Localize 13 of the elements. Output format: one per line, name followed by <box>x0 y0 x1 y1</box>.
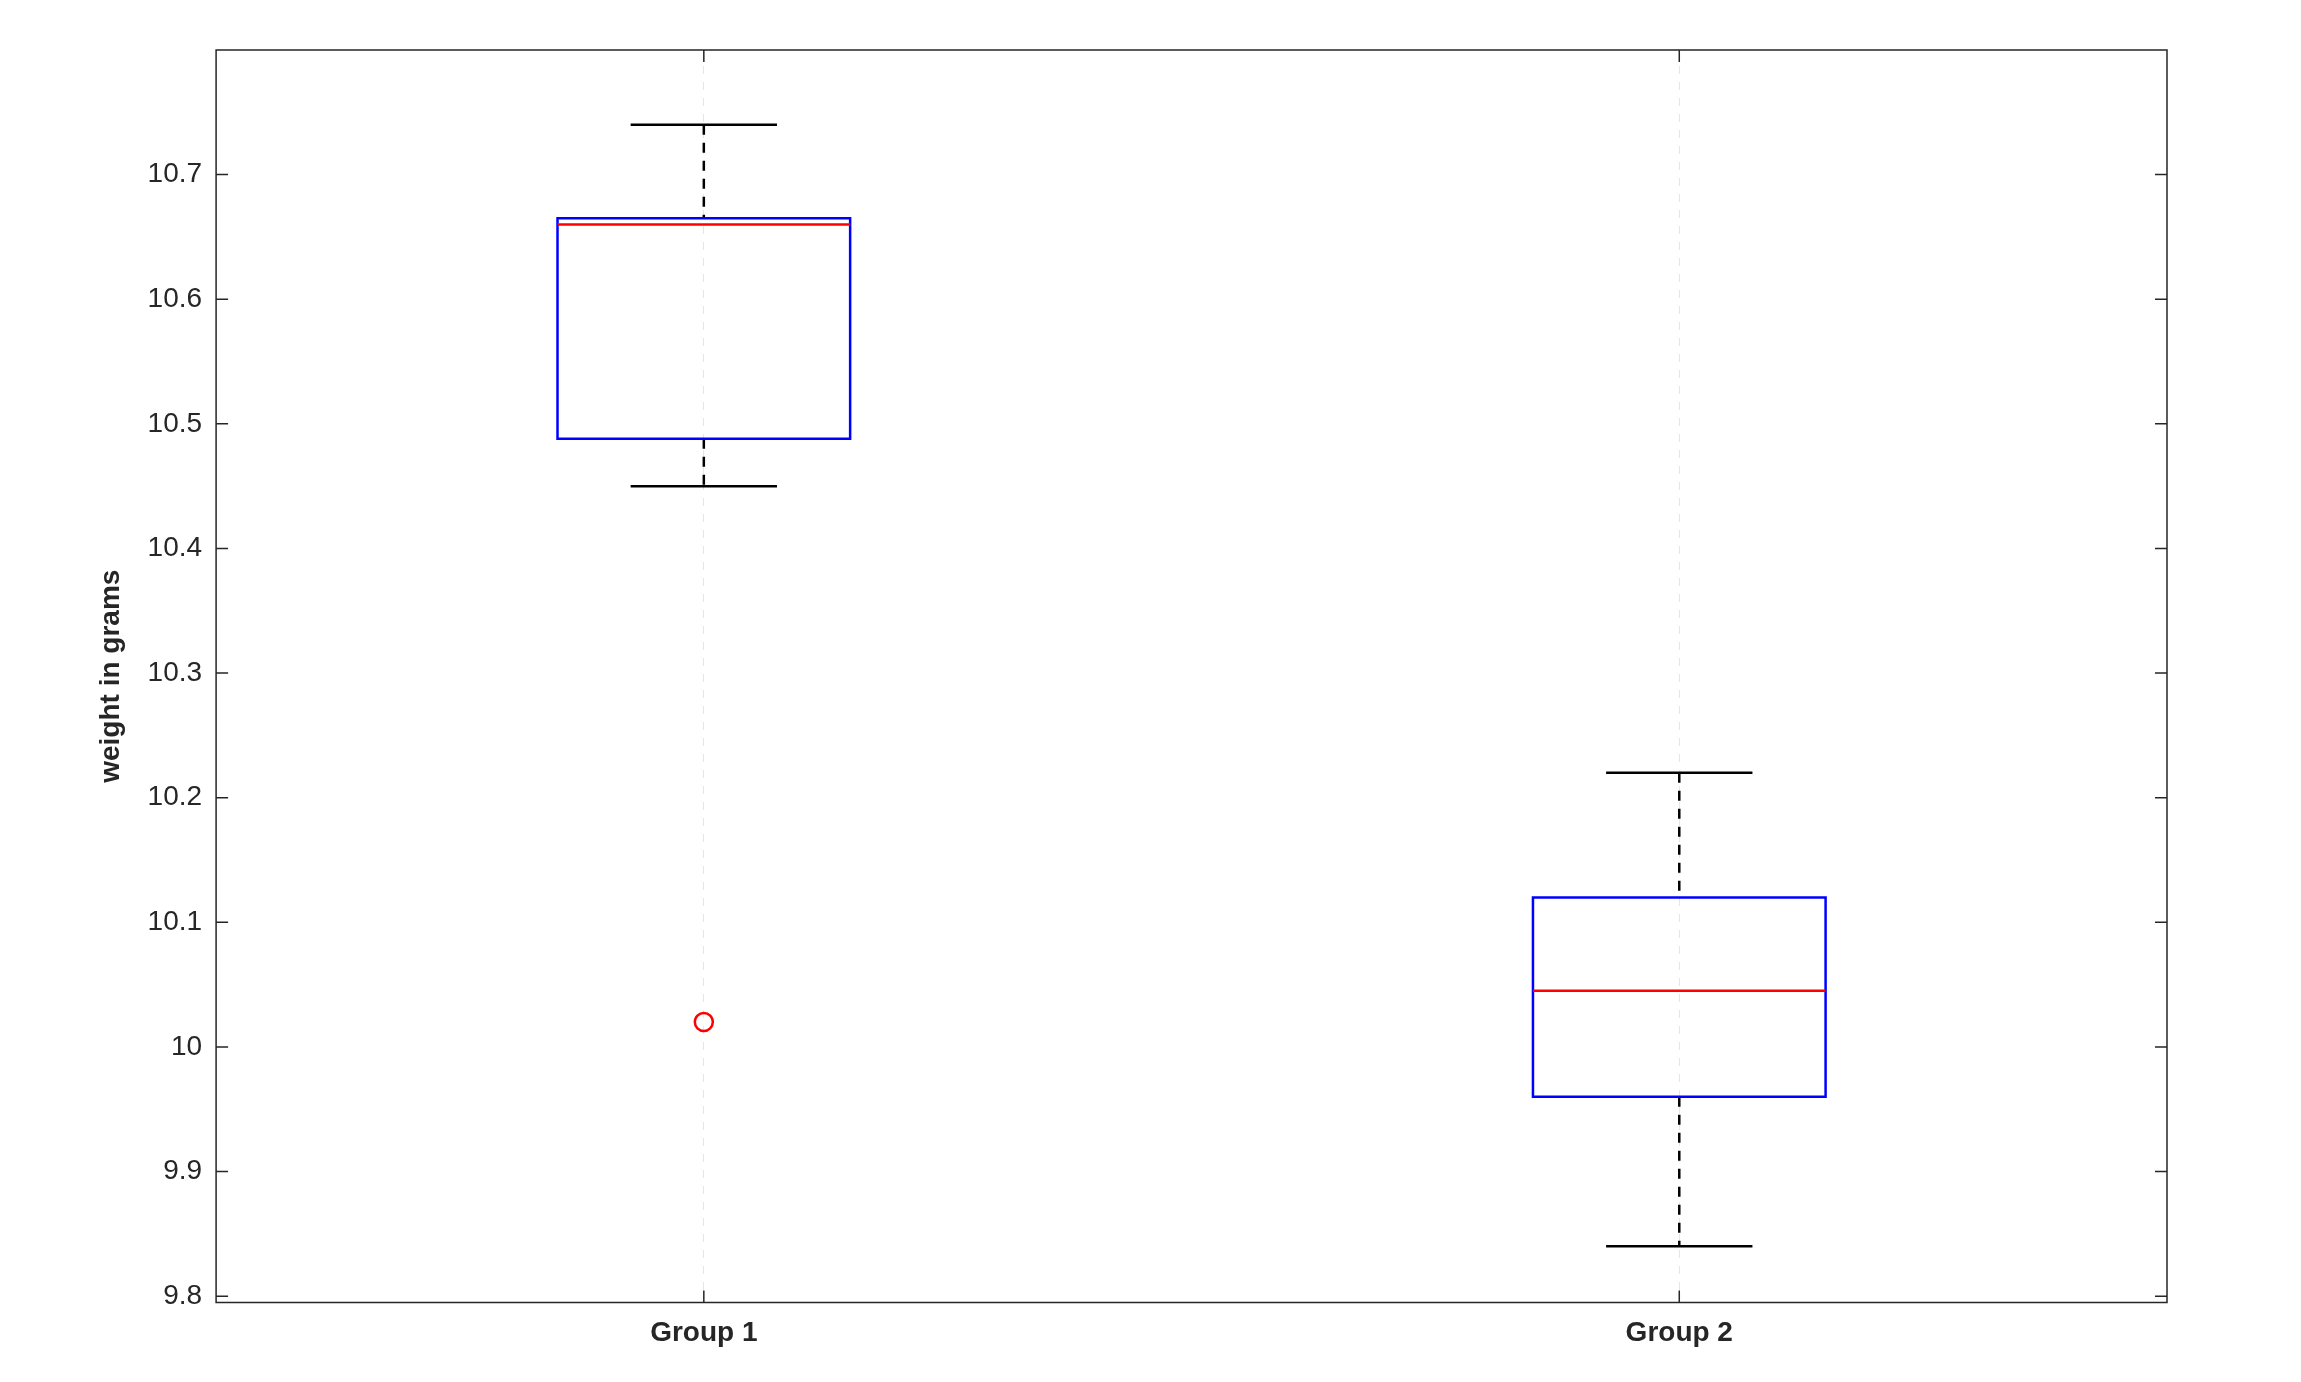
y-axis-title: weight in grams <box>93 569 125 784</box>
x-tick-label: Group 2 <box>1625 1315 1733 1347</box>
y-tick-label: 10.5 <box>147 406 203 438</box>
y-tick-label: 9.9 <box>163 1154 203 1186</box>
y-tick-label: 10.1 <box>147 905 203 937</box>
y-tick-label: 10.4 <box>147 531 203 563</box>
y-tick-label: 10.6 <box>147 281 203 313</box>
y-tick-label: 10.7 <box>147 157 203 189</box>
y-tick-label: 10.3 <box>147 655 203 687</box>
y-tick-label: 9.8 <box>163 1278 203 1310</box>
y-tick-label: 10.2 <box>147 780 203 812</box>
x-tick-label: Group 1 <box>650 1315 758 1347</box>
y-tick-label: 10 <box>170 1029 203 1061</box>
